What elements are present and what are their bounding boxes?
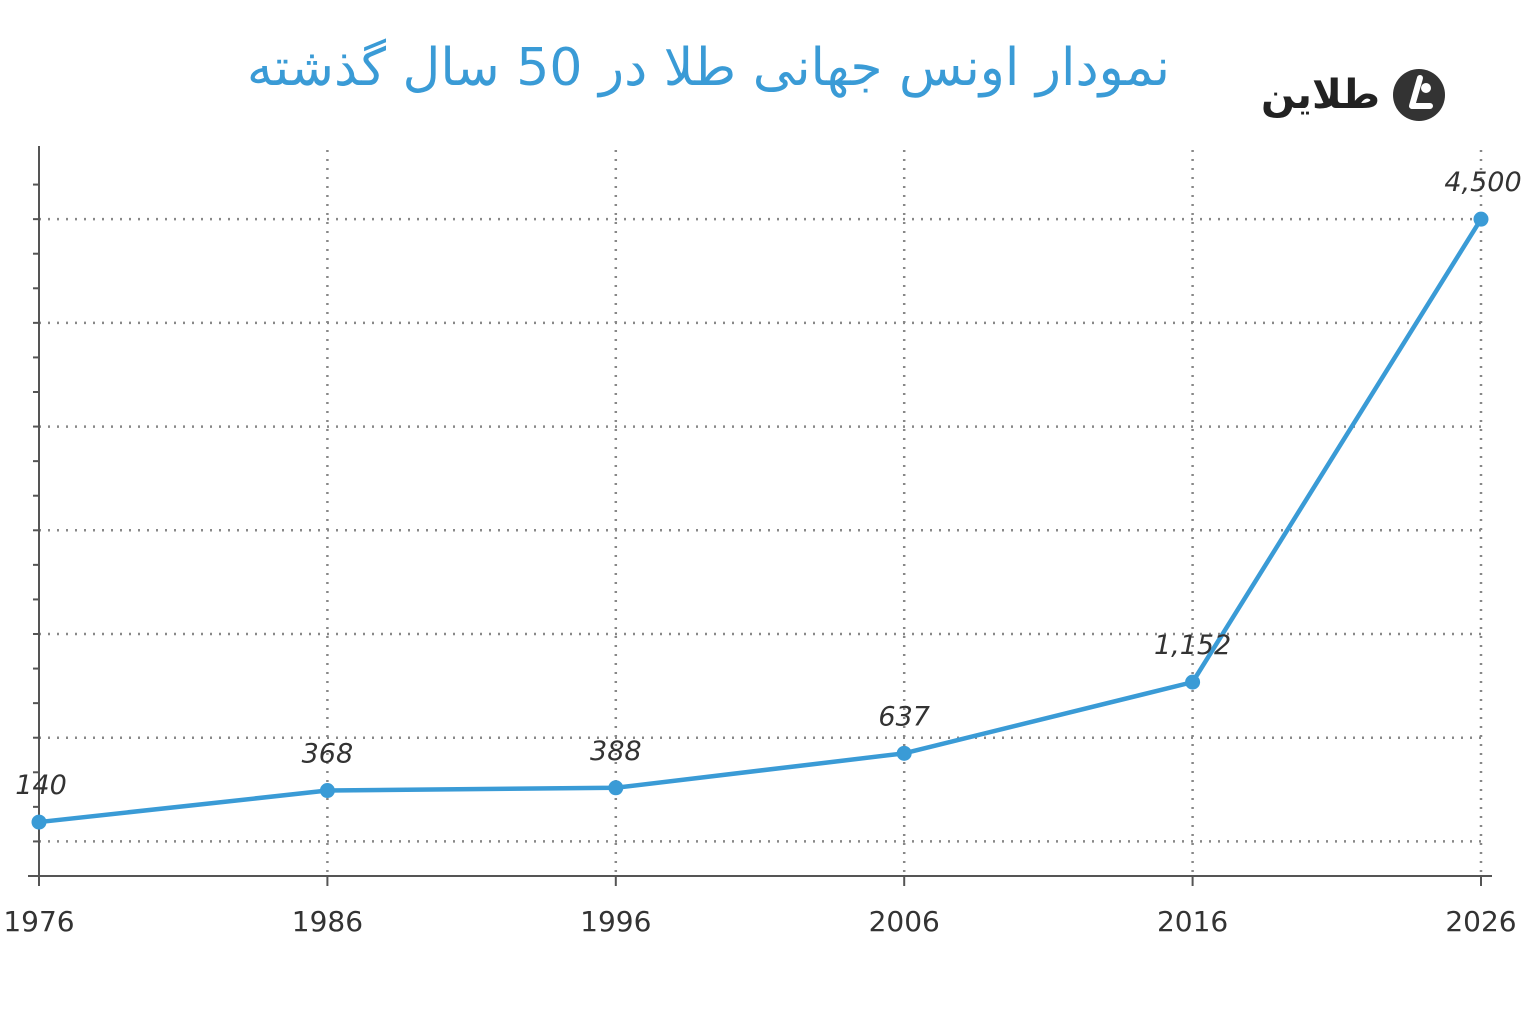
grid-lines: [39, 150, 1483, 876]
x-tick-label: 1976: [3, 905, 74, 938]
data-point: [1473, 211, 1489, 227]
series-layer: [31, 211, 1489, 830]
axes: [28, 146, 1492, 886]
x-tick-label: 1986: [292, 905, 363, 938]
brand-logo: طلاین: [1248, 60, 1448, 130]
labels-layer: 1976 1986 1996 2006 2016 2026 140 368 388 637 1,15…: [3, 167, 1521, 938]
chart-title: نمودار اونس جهانی طلا در 50 سال گذشته: [246, 38, 1170, 98]
x-tick-label: 2016: [1157, 905, 1228, 938]
data-label: 368: [302, 739, 354, 770]
data-label: 140: [15, 770, 67, 801]
data-label: 4,500: [1444, 167, 1521, 198]
data-point: [896, 745, 912, 761]
talain-logo-icon: [1393, 69, 1445, 121]
data-point: [608, 780, 624, 796]
data-point: [1185, 674, 1201, 690]
data-point: [319, 783, 335, 799]
brand-name: طلاین: [1260, 72, 1380, 118]
data-label: 637: [878, 701, 930, 732]
data-point: [31, 814, 47, 830]
x-tick-label: 1996: [580, 905, 651, 938]
series-line: [38, 217, 1483, 825]
x-tick-label: 2006: [869, 905, 940, 938]
data-label: 388: [590, 736, 642, 767]
data-label: 1,152: [1154, 630, 1231, 661]
x-tick-label: 2026: [1445, 905, 1516, 938]
